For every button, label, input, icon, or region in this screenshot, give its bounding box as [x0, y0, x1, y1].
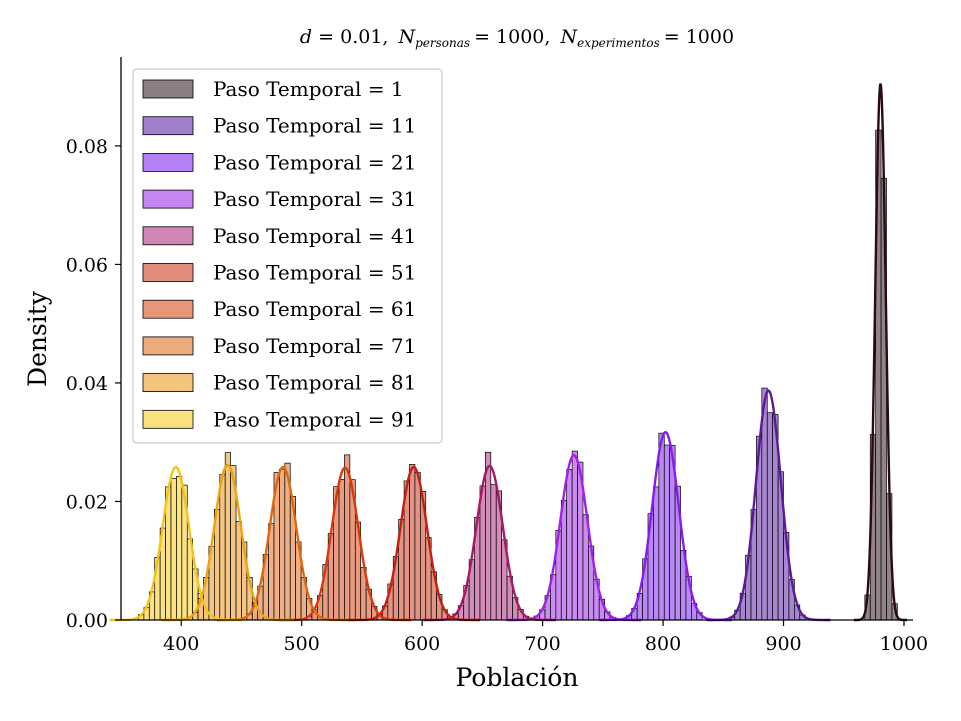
x-tick-label: 1000	[880, 633, 928, 655]
histogram-bar	[414, 472, 421, 621]
histogram-series-3	[625, 432, 703, 621]
histogram-bar	[560, 499, 568, 621]
histogram-bar	[409, 464, 416, 621]
x-tick-label: 900	[765, 633, 801, 655]
histogram-bar	[582, 514, 589, 621]
legend-swatch	[142, 263, 194, 282]
histogram-series-7	[306, 454, 383, 621]
y-tick-label: 0.00	[66, 610, 108, 632]
legend-swatch	[142, 409, 194, 429]
legend-label: Paso Temporal = 31	[213, 187, 416, 211]
legend-label: Paso Temporal = 21	[213, 150, 416, 174]
y-tick-label: 0.04	[66, 373, 108, 395]
x-tick-label: 500	[284, 633, 320, 655]
legend: Paso Temporal = 1 Paso Temporal = 11 Paso …	[132, 68, 443, 444]
histogram-bar	[490, 484, 497, 621]
histogram-bar	[170, 478, 177, 621]
legend-swatch	[142, 373, 194, 393]
x-tick-label: 700	[524, 633, 560, 655]
y-tick-label: 0.06	[66, 254, 108, 276]
histogram-bar	[485, 451, 492, 621]
y-tick-label: 0.08	[66, 136, 108, 158]
y-tick-label: 0.02	[66, 491, 108, 513]
legend-swatch	[142, 299, 194, 319]
legend-label: Paso Temporal = 71	[213, 334, 416, 358]
x-tick-label: 400	[163, 633, 199, 655]
histogram-bar	[479, 485, 486, 621]
histogram-bar	[235, 521, 242, 621]
histogram-bar	[663, 444, 671, 621]
histogram-bar	[219, 474, 226, 621]
histogram-bar	[658, 432, 665, 621]
histogram-bar	[224, 452, 231, 621]
legend-box	[132, 68, 443, 444]
histogram-bar	[279, 468, 286, 621]
histogram-series-4	[533, 450, 616, 621]
y-axis-label: Density	[23, 290, 52, 387]
legend-swatch	[142, 226, 194, 246]
histogram-bar	[766, 412, 774, 621]
chart-title: d = 0.01, Npersonas = 1000, Nexperimentos…	[300, 26, 734, 50]
histogram-bar	[566, 468, 573, 621]
plot-area	[109, 83, 907, 622]
histogram-bar	[338, 479, 345, 621]
histogram-bar	[344, 454, 351, 621]
axes: 400 500 600 700 800 900 1000 0.00 0.02 0.04 0.06 0.…	[66, 57, 928, 655]
histogram-bar	[571, 450, 578, 621]
legend-label: Paso Temporal = 81	[213, 371, 416, 395]
kde-curve-1	[853, 83, 907, 622]
legend-label: Paso Temporal = 1	[213, 77, 404, 101]
legend-label: Paso Temporal = 91	[213, 407, 416, 431]
histogram-bar	[176, 476, 183, 621]
legend-swatch	[142, 116, 194, 136]
legend-label: Paso Temporal = 11	[213, 114, 416, 138]
legend-label: Paso Temporal = 41	[213, 224, 416, 248]
legend-label: Paso Temporal = 61	[213, 297, 416, 321]
x-axis-label: Población	[456, 663, 579, 692]
histogram-bar	[653, 486, 660, 621]
legend-label: Paso Temporal = 51	[213, 261, 416, 285]
histogram-series-2	[728, 387, 806, 621]
x-tick-label: 600	[404, 633, 440, 655]
legend-swatch	[142, 189, 194, 209]
legend-swatch	[142, 336, 194, 356]
legend-swatch	[142, 79, 194, 99]
legend-swatch	[142, 152, 194, 172]
x-tick-label: 800	[645, 633, 681, 655]
